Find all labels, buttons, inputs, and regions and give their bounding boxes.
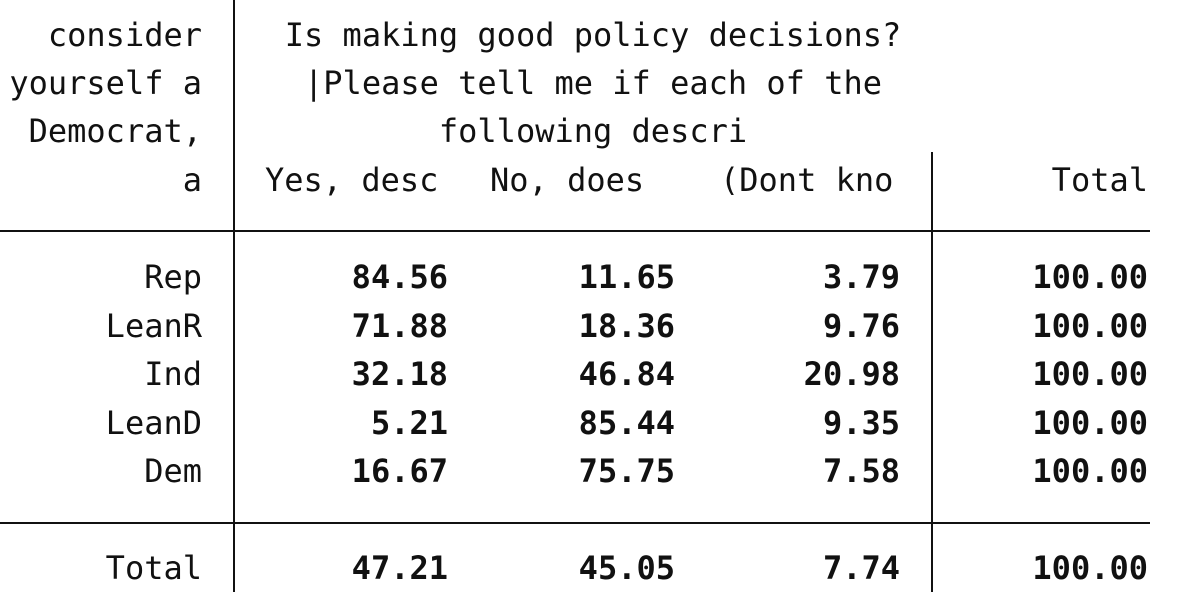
cell: 100.00 [1032, 306, 1148, 345]
cell: 100.00 [1032, 403, 1148, 442]
row-label: Rep [144, 258, 202, 296]
total-rule [0, 522, 1150, 524]
column-header: (Dont kno [720, 161, 894, 199]
cell: 7.58 [822, 452, 900, 490]
cell: 5.21 [370, 403, 448, 442]
column-header: Total [1051, 161, 1148, 199]
stub-header-line: consider [47, 16, 202, 54]
stub-divider [233, 0, 235, 592]
row-label: Total [105, 549, 202, 587]
cell: 100.00 [1032, 452, 1148, 490]
cell: 9.76 [822, 306, 900, 345]
cell: 85.44 [578, 403, 675, 442]
row-label: LeanD [105, 403, 202, 442]
cell: 3.79 [822, 258, 900, 296]
column-header: No, does [490, 161, 645, 199]
cell: 100.00 [1032, 355, 1148, 393]
stub-header-line: Democrat, [28, 112, 202, 150]
column-header: Yes, desc [265, 161, 439, 199]
cell: 84.56 [351, 258, 448, 296]
cell: 32.18 [351, 355, 448, 393]
cell: 18.36 [578, 306, 675, 345]
cell: 46.84 [578, 355, 675, 393]
cell: 100.00 [1032, 549, 1148, 587]
header-title-line: following descri [438, 112, 748, 150]
header-title-line: |Please tell me if each of the [304, 64, 882, 102]
cell: 71.88 [351, 306, 448, 345]
cell: 45.05 [578, 549, 675, 587]
header-rule [0, 230, 1150, 232]
cell: 75.75 [578, 452, 675, 490]
cell: 11.65 [578, 258, 675, 296]
cell: 47.21 [351, 549, 448, 587]
stub-header-line: yourself a [9, 64, 202, 102]
cell: 20.98 [803, 355, 900, 393]
header-title-line: Is making good policy decisions? [284, 16, 902, 54]
row-label: Ind [144, 355, 202, 393]
cell: 7.74 [822, 549, 900, 587]
cell: 100.00 [1032, 258, 1148, 296]
total-divider [931, 152, 933, 592]
cell: 16.67 [351, 452, 448, 490]
stub-header-line: a [182, 161, 202, 199]
cell: 9.35 [822, 403, 900, 442]
row-label: Dem [144, 452, 202, 490]
row-label: LeanR [105, 306, 202, 345]
